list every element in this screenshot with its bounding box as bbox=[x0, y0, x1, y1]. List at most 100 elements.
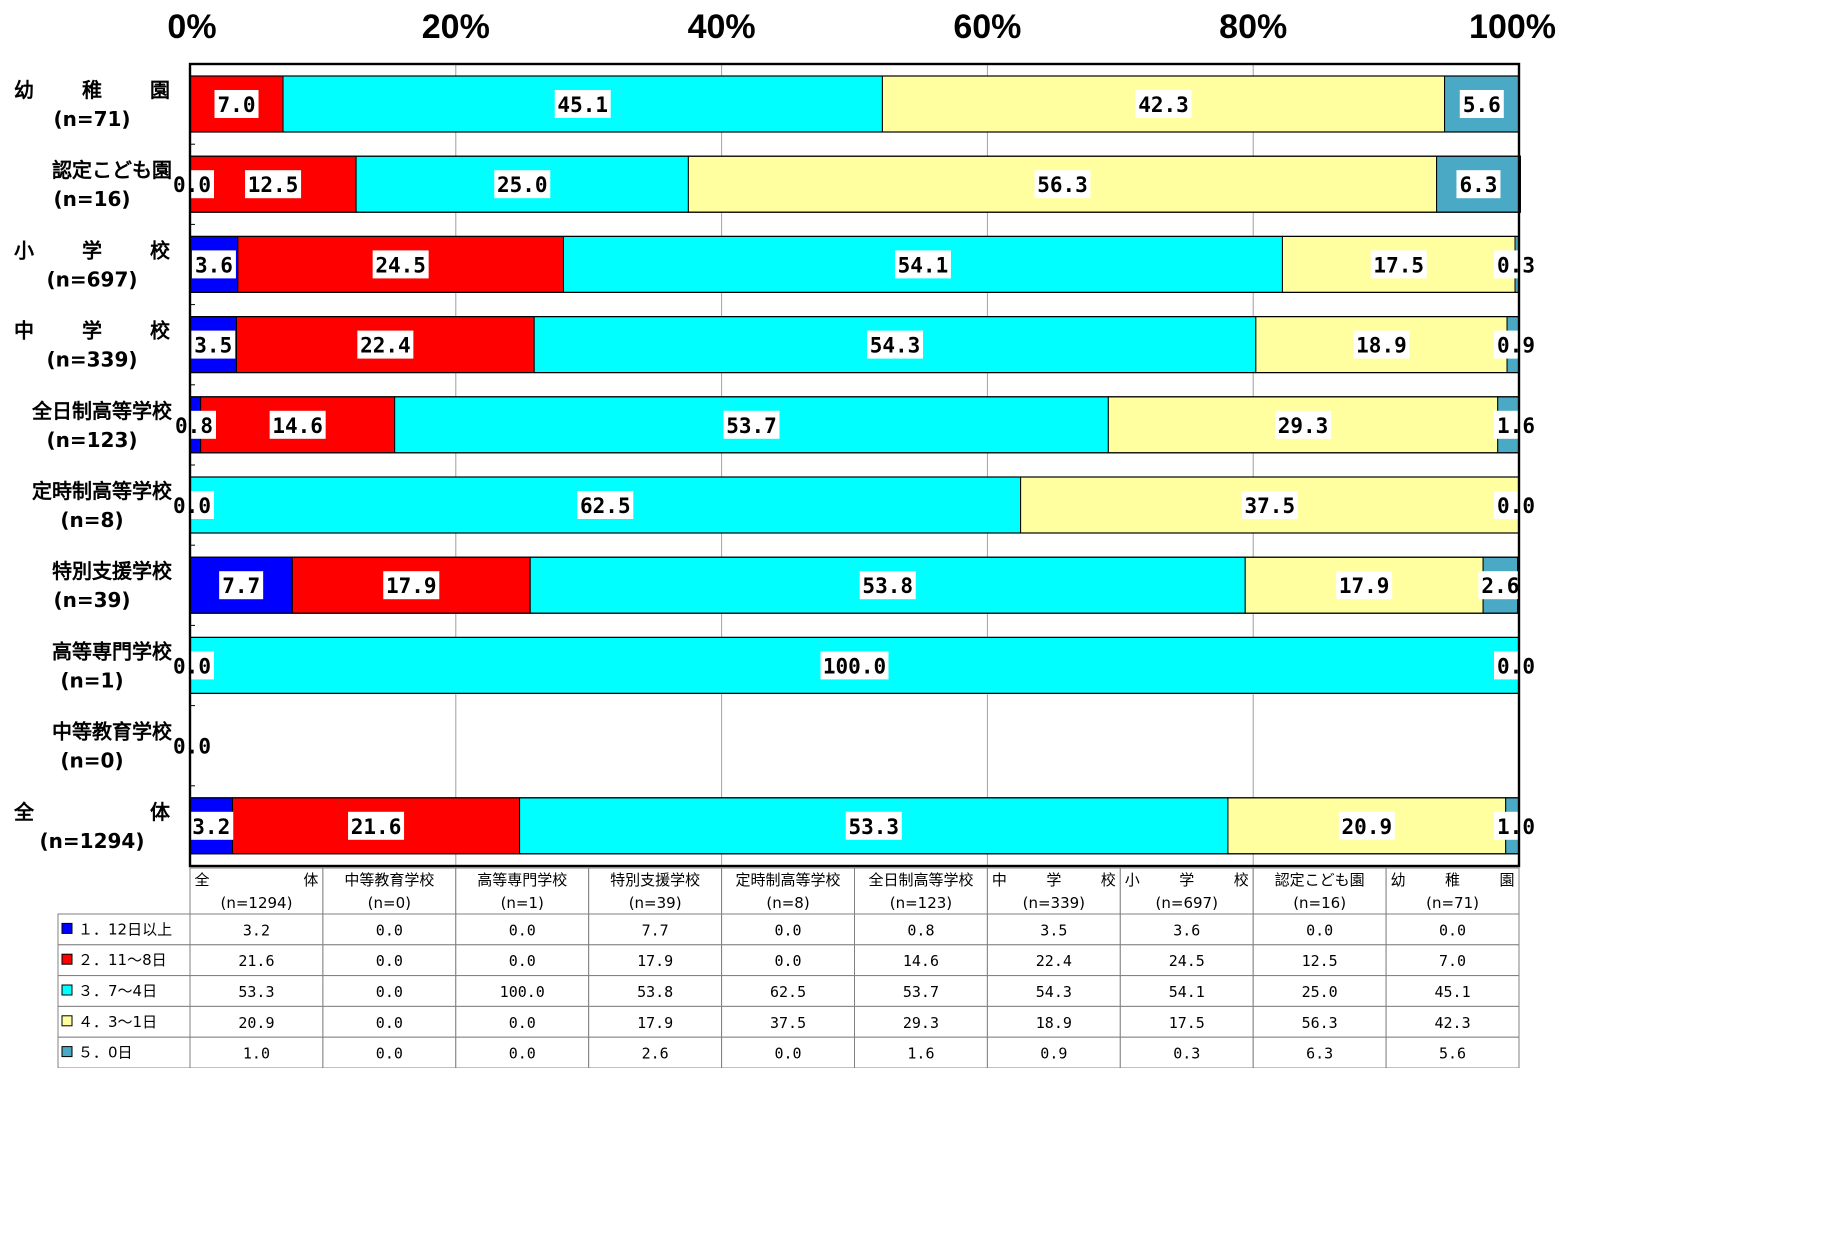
bar-value-text: 12.5 bbox=[248, 173, 299, 197]
bar-value-label: 29.3 bbox=[1275, 410, 1332, 439]
bar-value-label-bg bbox=[170, 731, 214, 760]
table-header-cell: 全体全 体(n=1294) bbox=[189, 867, 324, 915]
table-cell: 100.0 bbox=[500, 983, 545, 1001]
table-cell: 7.0 bbox=[1439, 952, 1466, 970]
legend-swatch bbox=[61, 984, 73, 996]
category-label: 中等教育学校 (n=0) bbox=[52, 720, 173, 773]
bar-value-label: 0.0 bbox=[170, 651, 214, 680]
bar-value-text: 2.6 bbox=[1481, 574, 1519, 598]
table-cell: 1.6 bbox=[907, 1045, 934, 1063]
table-cell: 0.0 bbox=[376, 952, 403, 970]
category-label-name: 特別支援学校 bbox=[52, 559, 173, 583]
table-header-char: 学 bbox=[1046, 871, 1061, 889]
bar-value-label-bg bbox=[859, 571, 916, 600]
bar-value-label: 0.9 bbox=[1494, 330, 1538, 359]
bar-value-text: 62.5 bbox=[580, 494, 631, 518]
bar-value-label: 17.9 bbox=[1336, 571, 1393, 600]
table-cell: 53.7 bbox=[903, 983, 939, 1001]
bar-value-label: 0.0 bbox=[1494, 491, 1538, 519]
bar-value-label: 12.5 bbox=[245, 170, 302, 199]
bar-value-label-bg bbox=[494, 170, 551, 199]
bar-value-text: 0.0 bbox=[173, 494, 211, 518]
bar-value-label: 0.3 bbox=[1494, 250, 1538, 279]
bar-value-label: 0.0 bbox=[170, 170, 214, 199]
category-label: 小学校小 学 校(n=697) bbox=[14, 238, 171, 291]
table-cell: 5.6 bbox=[1439, 1045, 1466, 1063]
bar-value-label-bg bbox=[723, 410, 780, 439]
bar-value-label-bg bbox=[172, 410, 216, 439]
bar-value-label: 62.5 bbox=[577, 491, 634, 519]
bar-value-text: 0.0 bbox=[1497, 494, 1535, 518]
table-row: １．12日以上 3.2 0.0 0.0 7.7 0.0 0.8 3.5 3.6 0.0 0.0 bbox=[57, 913, 1520, 946]
category-label-n: (n=339) bbox=[46, 348, 137, 372]
table-cell: 12.5 bbox=[1302, 952, 1338, 970]
table-cell: 25.0 bbox=[1302, 983, 1338, 1001]
category-label: 認定こども園 (n=16) bbox=[52, 158, 172, 211]
table-cell: 18.9 bbox=[1036, 1014, 1072, 1032]
table-header-cell: 中学校中 学 校(n=339) bbox=[986, 867, 1121, 915]
bar-value-text: 0.0 bbox=[1497, 654, 1535, 678]
bar-value-label-bg bbox=[1494, 491, 1538, 519]
bar-value-label-bg bbox=[1370, 250, 1427, 279]
bar-value-label: 3.2 bbox=[189, 811, 234, 840]
legend-label: ３．7～4日 bbox=[78, 982, 157, 1000]
legend-swatch bbox=[61, 1015, 73, 1027]
bar-value-label: 42.3 bbox=[1135, 90, 1192, 118]
table-header-n: (n=1) bbox=[501, 894, 544, 912]
bar-value-label-bg bbox=[1241, 491, 1298, 519]
bar-value-label: 18.9 bbox=[1353, 330, 1410, 359]
bar-value-text: 24.5 bbox=[375, 253, 426, 277]
category-label: 幼稚園幼 稚 園(n=71) bbox=[14, 78, 170, 131]
bar-value-label-bg bbox=[170, 170, 214, 199]
table-cell: 0.0 bbox=[1439, 921, 1466, 939]
category-label-char: 小 bbox=[14, 238, 34, 262]
bar-value-label-bg bbox=[348, 811, 405, 840]
bar-value-label: 7.7 bbox=[219, 571, 264, 600]
x-tick-label: 40% bbox=[688, 8, 756, 46]
bar-value-label: 53.8 bbox=[859, 571, 916, 600]
bar-value-label: 17.5 bbox=[1370, 250, 1427, 279]
bar-value-label: 24.5 bbox=[372, 250, 429, 279]
bar-value-label-bg bbox=[1494, 811, 1538, 840]
x-tick-label: 100% bbox=[1469, 8, 1556, 46]
bar-value-label: 0.0 bbox=[1494, 651, 1538, 680]
category-label-n: (n=8) bbox=[60, 508, 123, 532]
category-label-char: 体 bbox=[150, 800, 171, 824]
bar-value-label: 21.6 bbox=[348, 811, 405, 840]
bar-value-label: 25.0 bbox=[494, 170, 551, 199]
table-header-cell: 定時制高等学校 (n=8) bbox=[721, 867, 855, 915]
table-cell: 0.0 bbox=[509, 952, 536, 970]
legend-swatch bbox=[61, 953, 73, 965]
table-cell: 0.9 bbox=[1040, 1045, 1067, 1063]
bar-value-text: 7.7 bbox=[222, 574, 260, 598]
bar-value-labels: 7.0 45.1 42.3 5.6 0.0 12.5 25.0 56.3 6.3 3.6 24.5 5… bbox=[170, 90, 1538, 840]
bar-value-text: 29.3 bbox=[1278, 414, 1329, 438]
bar-row bbox=[189, 476, 1520, 534]
table-header-cell: 中等教育学校 (n=0) bbox=[322, 867, 457, 915]
bar-value-text: 0.0 bbox=[173, 735, 211, 759]
bar-value-text: 0.8 bbox=[175, 414, 213, 438]
bar-value-label-bg bbox=[1034, 170, 1091, 199]
bar-value-label-bg bbox=[1494, 651, 1538, 680]
table-header-char: 稚 bbox=[1445, 871, 1460, 889]
bar-value-label: 53.3 bbox=[845, 811, 902, 840]
category-label-n: (n=1294) bbox=[40, 829, 145, 853]
bar-row bbox=[189, 155, 1521, 213]
table-header-n: (n=39) bbox=[629, 894, 682, 912]
bar-value-text: 100.0 bbox=[823, 654, 886, 678]
table-cell: 0.0 bbox=[509, 921, 536, 939]
table-cell: 62.5 bbox=[770, 983, 806, 1001]
bar-value-label-bg bbox=[245, 170, 302, 199]
bar-value-label-bg bbox=[214, 90, 259, 118]
category-label-n: (n=123) bbox=[46, 428, 137, 452]
y-axis-ticks bbox=[190, 63, 195, 867]
category-label-n: (n=71) bbox=[53, 107, 130, 131]
category-label-char: 校 bbox=[150, 238, 171, 262]
bar-value-label: 5.6 bbox=[1459, 90, 1504, 118]
x-axis-ticks: 0% 20% 40% 60% 80% 100% bbox=[167, 8, 1556, 46]
bar-value-text: 54.1 bbox=[898, 253, 949, 277]
table-cell: 2.6 bbox=[642, 1045, 669, 1063]
category-label: 中学校中 学 校(n=339) bbox=[14, 319, 171, 372]
table-header-char: 全 bbox=[194, 871, 209, 889]
bar-value-label-bg bbox=[219, 571, 264, 600]
